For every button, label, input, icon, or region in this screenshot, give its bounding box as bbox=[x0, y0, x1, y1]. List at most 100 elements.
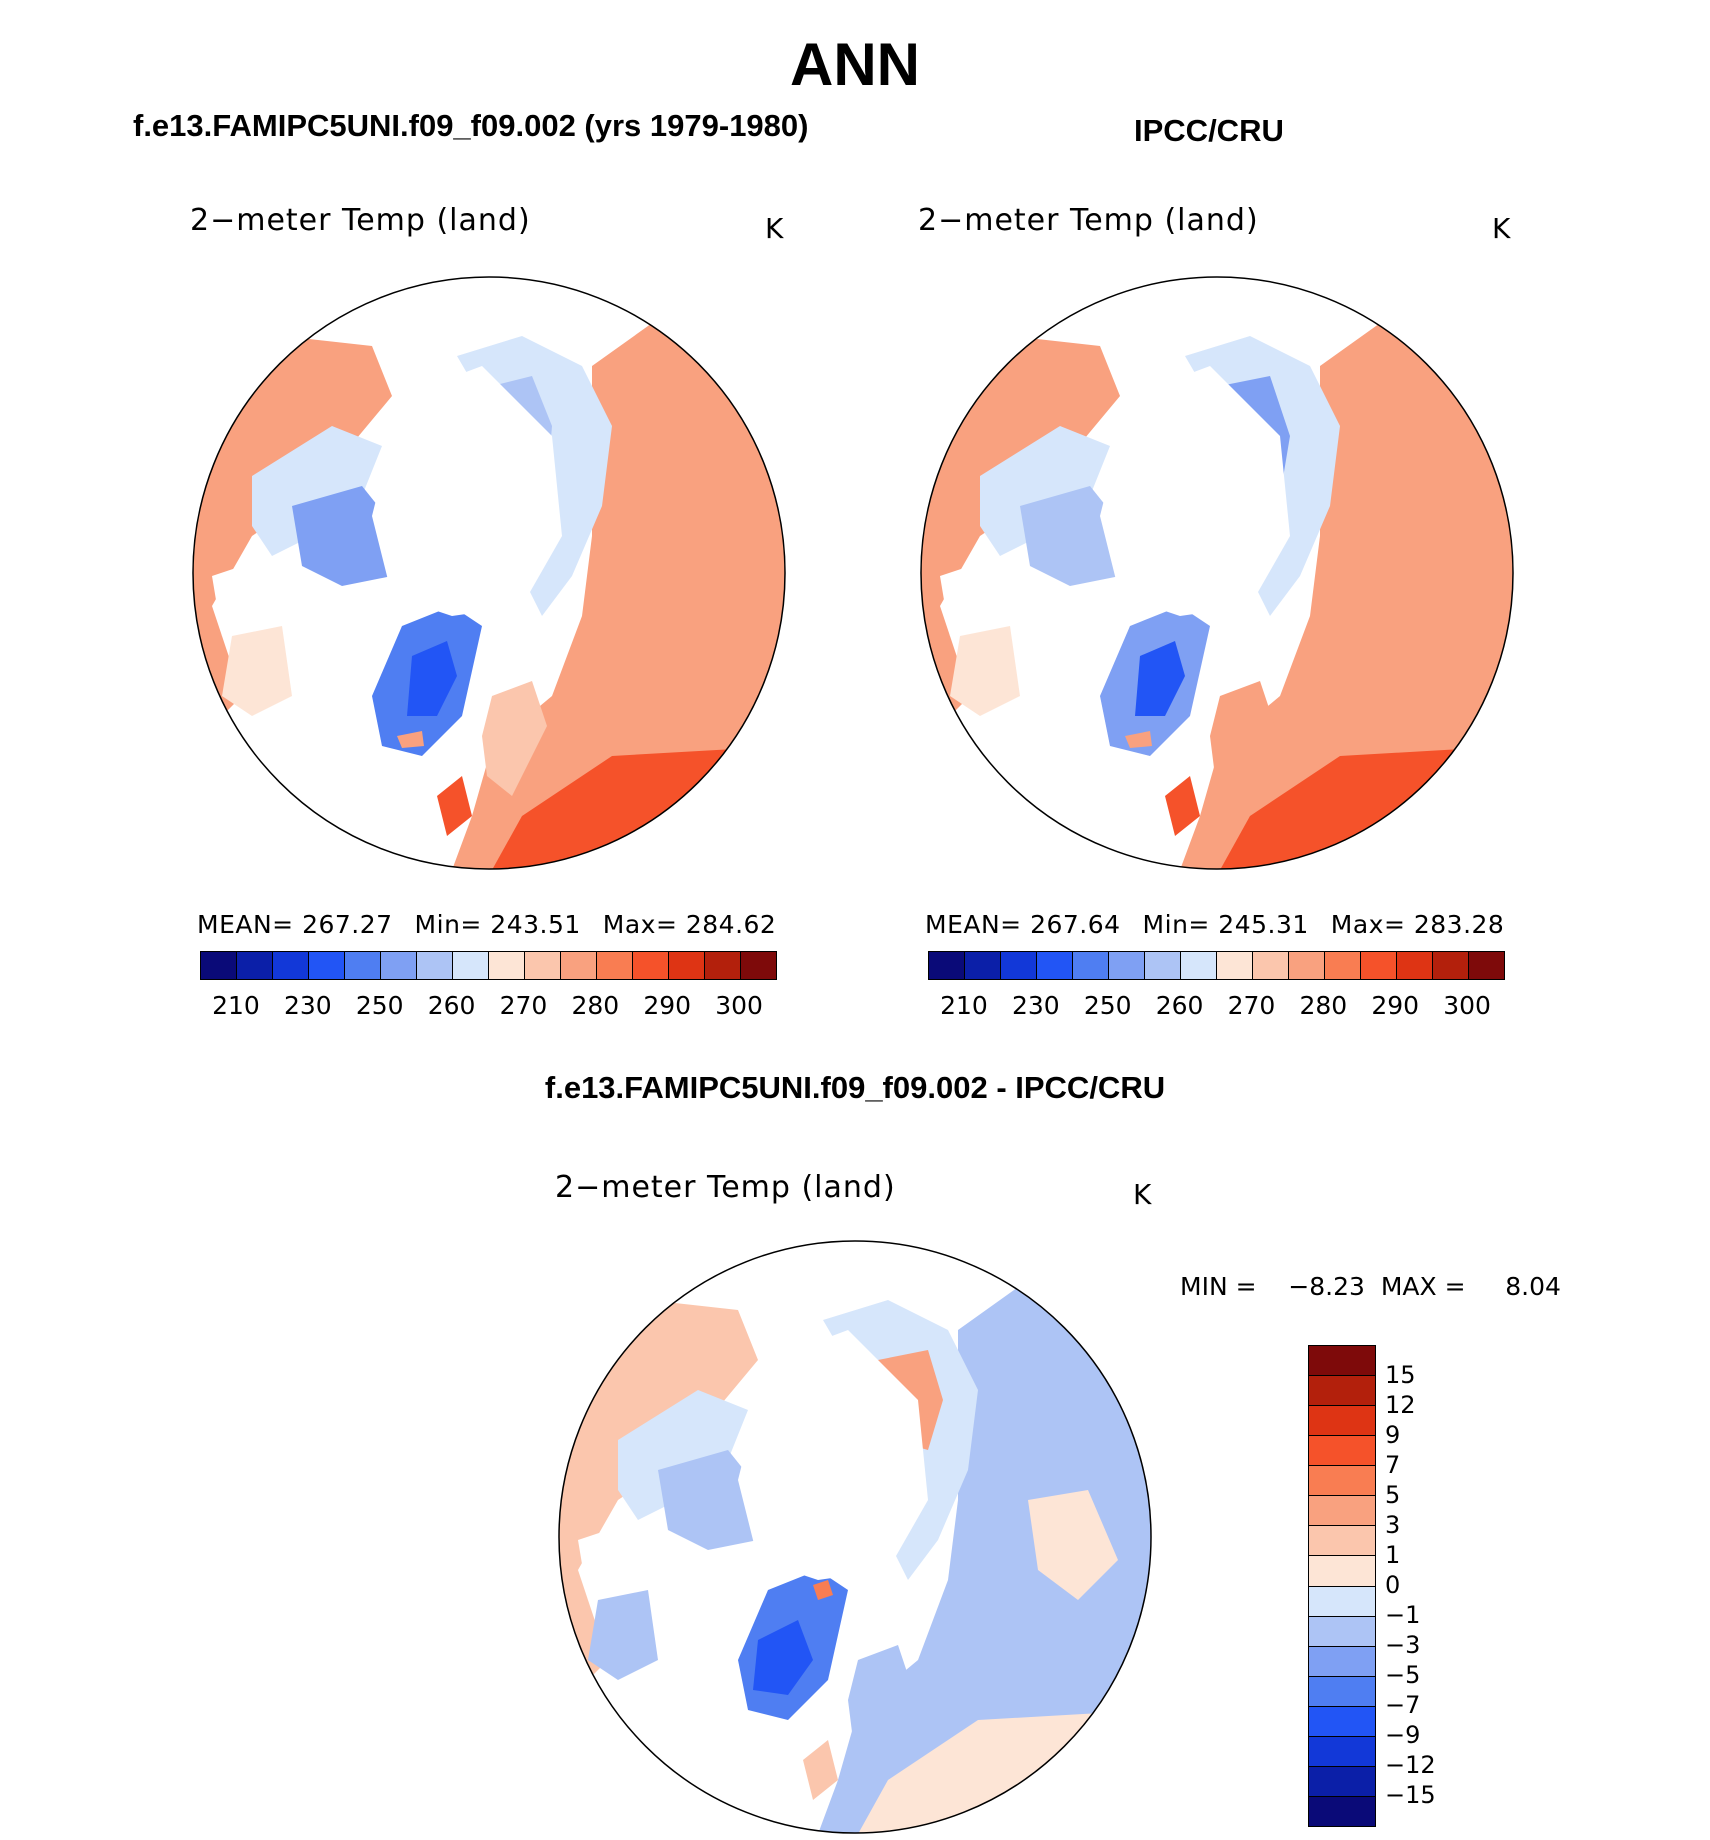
colorbar-tick-label: −5 bbox=[1385, 1661, 1421, 1689]
colorbar-swatch bbox=[1309, 1496, 1375, 1527]
colorbar-tick-label: −1 bbox=[1385, 1601, 1421, 1629]
colorbar-swatch bbox=[1145, 952, 1181, 979]
greenland-core bbox=[407, 641, 457, 716]
colorbar-swatch bbox=[1309, 1796, 1375, 1826]
canada-cool bbox=[980, 426, 1110, 556]
obs-variable-label: 2−meter Temp (land) bbox=[918, 203, 1259, 238]
obs-colorbar bbox=[928, 951, 1505, 980]
colorbar-swatch bbox=[1073, 952, 1109, 979]
colorbar-swatch bbox=[561, 952, 597, 979]
colorbar-tick-label: 210 bbox=[212, 991, 260, 1020]
colorbar-tick-label: 15 bbox=[1385, 1361, 1416, 1389]
colorbar-tick-label: 260 bbox=[1155, 991, 1204, 1020]
colorbar-swatch bbox=[1309, 1376, 1375, 1407]
colorbar-swatch bbox=[1309, 1706, 1375, 1737]
labrador-land bbox=[588, 1590, 658, 1680]
obs-colorbar-ticks: 210 230 250 260 270 280 290 300 bbox=[928, 991, 1503, 1021]
diff-colorbar bbox=[1308, 1345, 1376, 1827]
diff-title: f.e13.FAMIPC5UNI.f09_f09.002 - IPCC/CRU bbox=[544, 1070, 1166, 1105]
colorbar-tick-label: −7 bbox=[1385, 1691, 1421, 1719]
colorbar-swatch bbox=[1001, 952, 1037, 979]
colorbar-swatch bbox=[381, 952, 417, 979]
diff-polar-map bbox=[558, 1240, 1152, 1834]
colorbar-swatch bbox=[1309, 1766, 1375, 1797]
arctic-ocean bbox=[372, 366, 562, 616]
colorbar-swatch bbox=[1309, 1436, 1375, 1467]
colorbar-tick-label: 260 bbox=[427, 991, 476, 1020]
obs-polar-map bbox=[920, 276, 1514, 870]
colorbar-tick-label: 280 bbox=[571, 991, 620, 1020]
greenland-warm-spot bbox=[813, 1580, 833, 1600]
colorbar-tick-label: 12 bbox=[1385, 1391, 1416, 1419]
model-colorbar-ticks: 210 230 250 260 270 280 290 300 bbox=[200, 991, 775, 1021]
colorbar-tick-label: −3 bbox=[1385, 1631, 1421, 1659]
colorbar-swatch bbox=[417, 952, 453, 979]
colorbar-swatch bbox=[1309, 1526, 1375, 1557]
colorbar-tick-label: 9 bbox=[1385, 1421, 1401, 1449]
colorbar-swatch bbox=[705, 952, 741, 979]
obs-stats: MEAN= 267.64 Min= 245.31 Max= 283.28 bbox=[925, 910, 1526, 939]
colorbar-swatch bbox=[201, 952, 237, 979]
colorbar-swatch bbox=[1181, 952, 1217, 979]
colorbar-swatch bbox=[1309, 1586, 1375, 1617]
colorbar-tick-label: 250 bbox=[1083, 991, 1132, 1020]
labrador-land bbox=[950, 626, 1020, 716]
colorbar-tick-label: 270 bbox=[1227, 991, 1276, 1020]
colorbar-swatch bbox=[1433, 952, 1469, 979]
arctic-ocean bbox=[1100, 366, 1290, 616]
scandinavia-land bbox=[848, 1645, 913, 1760]
obs-min: Min= 245.31 bbox=[1142, 910, 1309, 939]
iceland-land bbox=[397, 731, 424, 748]
hudson-white bbox=[940, 556, 1030, 636]
colorbar-swatch bbox=[633, 952, 669, 979]
colorbar-swatch bbox=[1253, 952, 1289, 979]
colorbar-swatch bbox=[1309, 1466, 1375, 1497]
diff-unit-label: K bbox=[1133, 1178, 1152, 1211]
colorbar-swatch bbox=[309, 952, 345, 979]
model-polar-map bbox=[192, 276, 786, 870]
colorbar-tick-label: 290 bbox=[643, 991, 692, 1020]
scandinavia-land bbox=[482, 681, 547, 796]
colorbar-swatch bbox=[237, 952, 273, 979]
colorbar-tick-label: 3 bbox=[1385, 1511, 1401, 1539]
diff-minmax: MIN = −8.23 MAX = 8.04 bbox=[1180, 1272, 1561, 1301]
colorbar-tick-label: −12 bbox=[1385, 1751, 1436, 1779]
colorbar-swatch bbox=[1109, 952, 1145, 979]
colorbar-tick-label: 290 bbox=[1371, 991, 1420, 1020]
colorbar-swatch bbox=[1309, 1616, 1375, 1647]
colorbar-tick-label: −15 bbox=[1385, 1781, 1436, 1809]
uk-land bbox=[803, 1740, 838, 1800]
map-boundary-circle bbox=[558, 1240, 1152, 1834]
model-min: Min= 243.51 bbox=[414, 910, 581, 939]
colorbar-swatch bbox=[1037, 952, 1073, 979]
colorbar-tick-label: 300 bbox=[1443, 991, 1491, 1020]
greenland-core bbox=[753, 1620, 813, 1695]
season-title: ANN bbox=[790, 31, 920, 98]
colorbar-swatch bbox=[1309, 1736, 1375, 1767]
obs-unit-label: K bbox=[1492, 212, 1511, 245]
greenland-core bbox=[1135, 641, 1185, 716]
colorbar-swatch bbox=[669, 952, 705, 979]
colorbar-swatch bbox=[965, 952, 1001, 979]
colorbar-swatch bbox=[273, 952, 309, 979]
scandinavia-land bbox=[1210, 681, 1275, 796]
colorbar-swatch bbox=[1309, 1556, 1375, 1587]
colorbar-tick-label: 280 bbox=[1299, 991, 1348, 1020]
colorbar-tick-label: 5 bbox=[1385, 1481, 1401, 1509]
colorbar-swatch bbox=[1309, 1346, 1375, 1377]
uk-land bbox=[437, 776, 472, 836]
colorbar-tick-label: 1 bbox=[1385, 1541, 1401, 1569]
colorbar-swatch bbox=[1309, 1646, 1375, 1677]
colorbar-tick-label: 0 bbox=[1385, 1571, 1401, 1599]
uk-land bbox=[1165, 776, 1200, 836]
obs-mean: MEAN= 267.64 bbox=[925, 910, 1121, 939]
arctic-ocean bbox=[738, 1330, 928, 1580]
colorbar-swatch bbox=[929, 952, 965, 979]
colorbar-tick-label: 230 bbox=[1011, 991, 1060, 1020]
colorbar-tick-label: 250 bbox=[355, 991, 404, 1020]
colorbar-swatch bbox=[1309, 1406, 1375, 1437]
labrador-land bbox=[222, 626, 292, 716]
model-colorbar bbox=[200, 951, 777, 980]
model-title: f.e13.FAMIPC5UNI.f09_f09.002 (yrs 1979-1… bbox=[133, 108, 809, 143]
